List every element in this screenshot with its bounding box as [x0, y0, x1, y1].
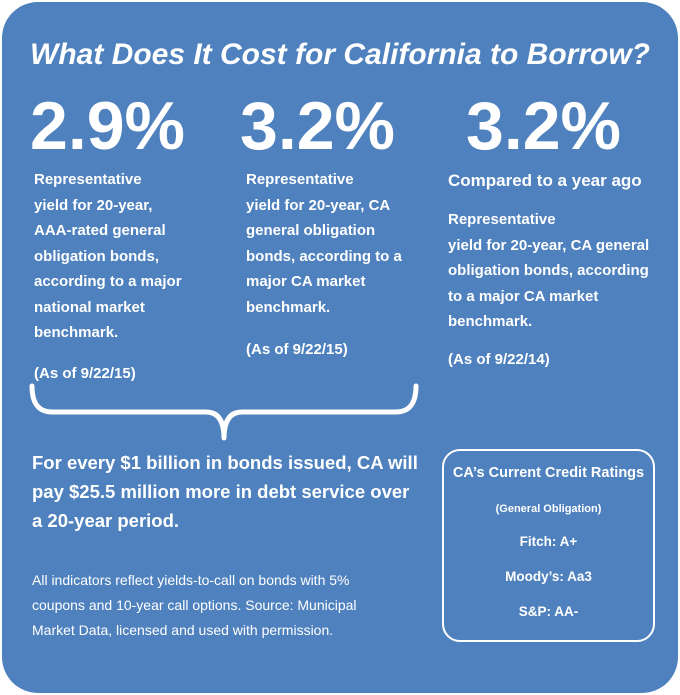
stat-description-year-ago: Representative yield for 20-year, CA gen… [448, 211, 650, 330]
rating-moodys: Moody’s: Aa3 [505, 569, 592, 584]
brace-connector [29, 383, 419, 441]
stat-value-year-ago: 3.2% [466, 88, 621, 164]
stat-description-ca: Representative yield for 20-year, CA gen… [246, 171, 402, 316]
ratings-title: CA’s Current Credit Ratings [452, 465, 645, 481]
stat-value-ca: 3.2% [240, 88, 395, 164]
stat-description-aaa: Representative yield for 20-year, AAA-ra… [34, 171, 182, 341]
rating-sp: S&P: AA- [518, 604, 579, 619]
as-of-date-ca: (As of 9/22/15) [246, 341, 348, 358]
source-footnote: All indicators reflect yields-to-call on… [32, 572, 357, 638]
debt-service-summary: For every $1 billion in bonds issued, CA… [32, 452, 418, 531]
stat-value-aaa: 2.9% [30, 88, 185, 164]
credit-ratings-box: CA’s Current Credit Ratings (General Obl… [442, 449, 655, 642]
ratings-subtitle: (General Obligation) [495, 503, 602, 515]
comparison-subheading: Compared to a year ago [448, 171, 642, 190]
as-of-date-aaa: (As of 9/22/15) [34, 365, 136, 382]
as-of-date-year-ago: (As of 9/22/14) [448, 351, 550, 368]
rating-fitch: Fitch: A+ [519, 534, 578, 549]
page-title: What Does It Cost for California to Borr… [30, 38, 650, 71]
